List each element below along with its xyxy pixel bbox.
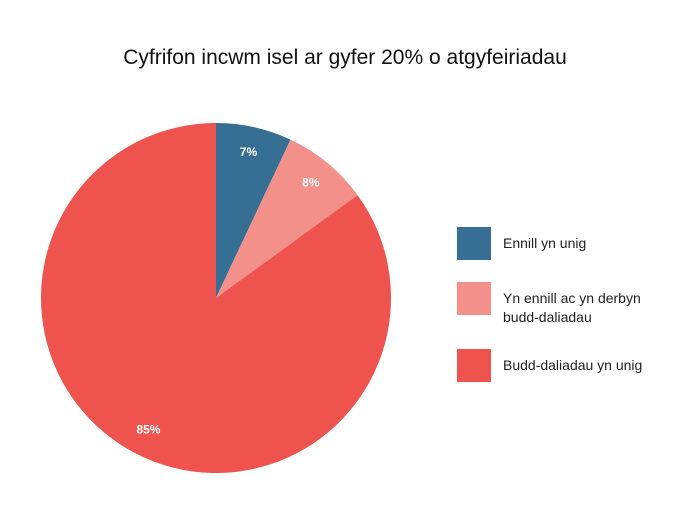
pie-slice [216, 139, 358, 298]
legend-swatch [457, 349, 491, 382]
legend-label: Yn ennill ac yn derbyn budd-daliadau [503, 290, 641, 325]
chart-title: Cyfrifon incwm isel ar gyfer 20% o atgyf… [123, 46, 567, 69]
legend-swatch [457, 282, 491, 315]
legend-item: Budd-daliadau yn unig [457, 349, 667, 382]
pie-slice [216, 123, 291, 298]
legend-label: Budd-daliadau yn unig [503, 357, 643, 373]
legend: Ennill yn unig Yn ennill ac yn derbyn bud… [457, 227, 667, 404]
legend-swatch [457, 227, 491, 260]
slice-label: 7% [240, 145, 258, 159]
slice-label: 8% [302, 176, 320, 190]
legend-item: Ennill yn unig [457, 227, 667, 260]
pie-slice [40, 123, 391, 473]
slice-label: 85% [136, 423, 160, 437]
legend-label: Ennill yn unig [503, 235, 587, 251]
legend-item: Yn ennill ac yn derbyn budd-daliadau [457, 282, 667, 327]
